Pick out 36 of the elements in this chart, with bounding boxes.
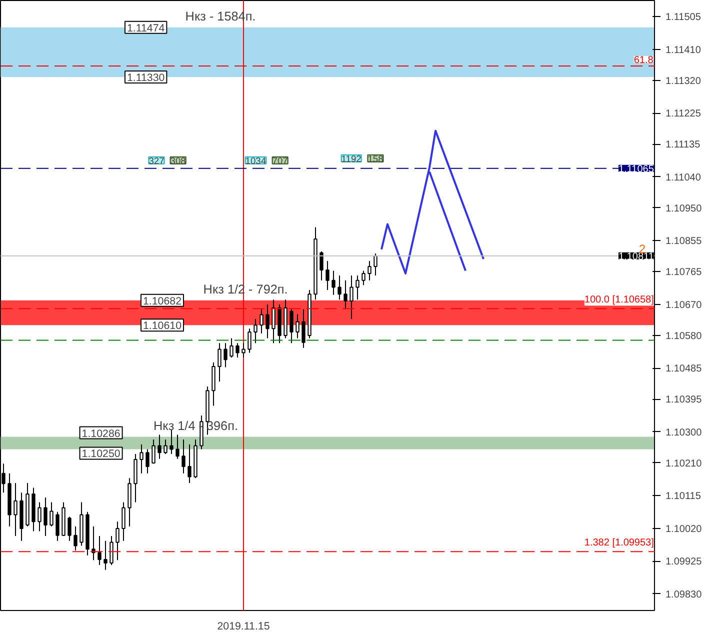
annotation: 327	[148, 156, 164, 166]
annotation: 1.10610	[142, 320, 182, 332]
y-tick-label: 1.10115	[666, 491, 702, 502]
y-tick-label: 1.10950	[666, 203, 702, 214]
y-tick-label: 1.10765	[666, 267, 702, 278]
y-tick-label: 1.11410	[666, 44, 702, 56]
y-tick-label: 1.10395	[666, 394, 702, 406]
y-tick-label: 1.11135	[666, 140, 701, 151]
y-tick-label: 1.09830	[666, 589, 702, 600]
annotation: 1.11474	[126, 22, 165, 34]
ref-line-label: 1.11065	[618, 164, 654, 175]
y-tick-label: 1.11320	[666, 76, 702, 87]
annotation: 707	[272, 156, 288, 166]
y-tick-label: 1.10300	[666, 427, 702, 438]
y-tick-label: 1.10670	[666, 300, 702, 311]
y-tick-label: 1.11040	[666, 172, 702, 184]
ref-line-label: 1.10811	[618, 251, 654, 262]
annotation: 1.11330	[126, 72, 165, 84]
y-tick-label: 1.11225	[666, 108, 702, 120]
y-tick-label: 1.10210	[666, 458, 702, 470]
ref-line-label: 100.0 [1.10658]	[584, 294, 654, 306]
y-tick-label: 1.10485	[666, 364, 702, 375]
annotation: 1.10682	[142, 295, 182, 308]
y-tick-label: 1.10020	[666, 524, 702, 535]
x-tick-label: 2019.11.15	[217, 620, 270, 632]
y-tick-label: 1.11505	[666, 12, 702, 24]
y-tick-label: 1.10580	[666, 330, 702, 342]
annotation: 1.10250	[82, 448, 120, 460]
annotation: 1192	[341, 154, 362, 164]
y-tick-label: 1.10855	[666, 236, 702, 248]
annotation: 158	[368, 154, 384, 164]
ref-line-label: 1.382 [1.09953]	[584, 538, 654, 549]
annotation: 61.8	[634, 54, 654, 66]
annotation: 308	[170, 156, 186, 166]
y-tick-label: 1.09925	[666, 556, 702, 568]
annotation: 1.10286	[82, 428, 120, 440]
